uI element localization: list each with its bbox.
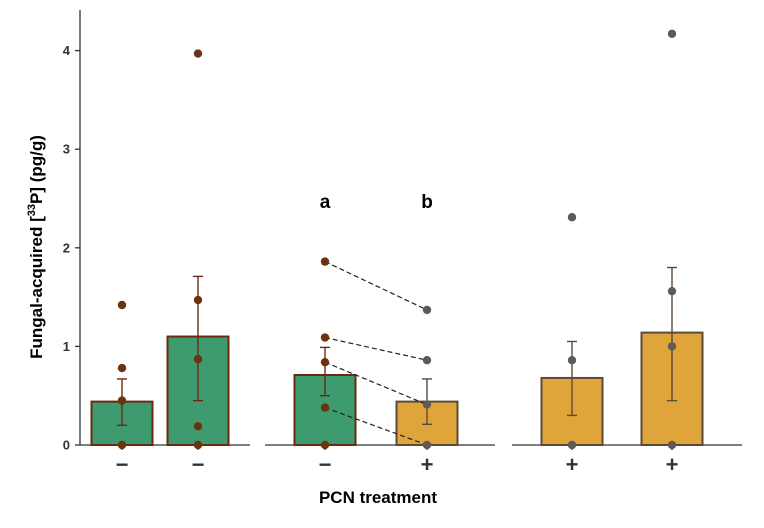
paired-line xyxy=(324,406,428,446)
data-point xyxy=(193,440,203,450)
data-point xyxy=(320,333,330,342)
y-tick-label: 4 xyxy=(63,43,71,58)
data-point xyxy=(193,422,203,431)
bars-layer xyxy=(90,331,704,447)
y-axis-title-superscript: 33 xyxy=(26,204,38,216)
data-point xyxy=(422,440,432,450)
paired-lines-layer xyxy=(324,261,428,446)
data-point xyxy=(667,286,677,296)
points-layer xyxy=(117,29,677,450)
y-axis-title: Fungal-acquired [33P] (pg/g) xyxy=(26,135,46,359)
data-point xyxy=(567,440,577,450)
data-point xyxy=(667,440,677,450)
data-point xyxy=(320,357,330,367)
significance-label: a xyxy=(320,192,331,213)
data-point xyxy=(117,396,127,405)
paired-line xyxy=(324,361,428,406)
data-point xyxy=(193,49,203,58)
treatment-label: − xyxy=(116,452,129,477)
data-point xyxy=(320,403,330,412)
axes-layer: 0 1 2 3 4 xyxy=(63,10,742,453)
data-point xyxy=(320,440,330,450)
data-point xyxy=(567,213,577,222)
data-point xyxy=(320,257,330,266)
labels-layer: − − − a + b + + xyxy=(116,192,679,477)
treatment-label: + xyxy=(666,452,679,477)
y-axis-title-main: Fungal-acquired [ xyxy=(27,216,46,359)
data-point xyxy=(422,305,432,315)
treatment-label: + xyxy=(421,452,434,477)
data-point xyxy=(567,356,577,365)
data-point xyxy=(117,300,127,310)
data-point xyxy=(667,29,677,39)
y-tick-label: 0 xyxy=(63,438,70,453)
y-tick-label: 1 xyxy=(63,339,70,354)
y-axis-title-rest: P] (pg/g) xyxy=(27,135,46,204)
treatment-label: − xyxy=(319,452,332,477)
significance-label: b xyxy=(421,192,433,213)
data-point xyxy=(422,356,432,365)
data-point xyxy=(193,355,203,364)
data-point xyxy=(422,400,432,409)
treatment-label: + xyxy=(566,452,579,477)
x-axis-title: PCN treatment xyxy=(319,488,437,507)
y-tick-label: 3 xyxy=(63,142,70,157)
paired-line xyxy=(324,336,428,361)
treatment-label: − xyxy=(192,452,205,477)
data-point xyxy=(667,342,677,351)
data-point xyxy=(117,440,127,450)
paired-line xyxy=(324,261,428,311)
data-point xyxy=(117,363,127,373)
y-tick-label: 2 xyxy=(63,240,70,255)
data-point xyxy=(193,295,203,305)
